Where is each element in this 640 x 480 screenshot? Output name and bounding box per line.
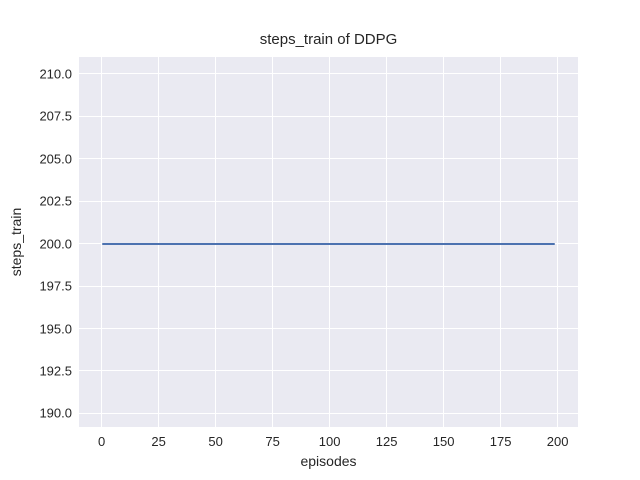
y-tick-label: 205.0 xyxy=(39,151,72,167)
y-tick-label: 197.5 xyxy=(39,278,72,294)
y-tick-label: 195.0 xyxy=(39,321,72,337)
vertical-gridline xyxy=(557,57,559,427)
x-tick-label: 150 xyxy=(432,434,455,449)
y-tick-label: 202.5 xyxy=(39,193,72,209)
horizontal-gridline xyxy=(79,328,578,330)
x-tick-label: 100 xyxy=(318,434,341,449)
vertical-gridline xyxy=(443,57,445,427)
horizontal-gridline xyxy=(79,200,578,202)
horizontal-gridline xyxy=(79,285,578,287)
vertical-gridline xyxy=(158,57,160,427)
y-tick-label: 192.5 xyxy=(39,363,72,379)
x-tick-label: 25 xyxy=(151,434,166,449)
vertical-gridline xyxy=(500,57,502,427)
horizontal-gridline xyxy=(79,158,578,160)
plot-area xyxy=(79,57,578,427)
vertical-gridline xyxy=(329,57,331,427)
y-tick-label: 200.0 xyxy=(39,236,72,252)
x-tick-label: 75 xyxy=(265,434,280,449)
horizontal-gridline xyxy=(79,412,578,414)
x-axis-label: episodes xyxy=(300,453,357,469)
x-tick-label: 50 xyxy=(208,434,223,449)
x-tick-label: 175 xyxy=(489,434,512,449)
vertical-gridline xyxy=(101,57,103,427)
x-tick-label: 200 xyxy=(546,434,569,449)
x-tick-label: 0 xyxy=(98,434,106,449)
x-tick-label: 125 xyxy=(375,434,398,449)
vertical-gridline xyxy=(215,57,217,427)
vertical-gridline xyxy=(386,57,388,427)
y-tick-label: 210.0 xyxy=(39,66,72,82)
chart-title: steps_train of DDPG xyxy=(259,31,398,48)
series-line-steps_train xyxy=(101,242,556,245)
horizontal-gridline xyxy=(79,115,578,117)
vertical-gridline xyxy=(272,57,274,427)
horizontal-gridline xyxy=(79,73,578,75)
horizontal-gridline xyxy=(79,370,578,372)
y-tick-label: 207.5 xyxy=(39,108,72,124)
y-tick-label: 190.0 xyxy=(39,405,72,421)
